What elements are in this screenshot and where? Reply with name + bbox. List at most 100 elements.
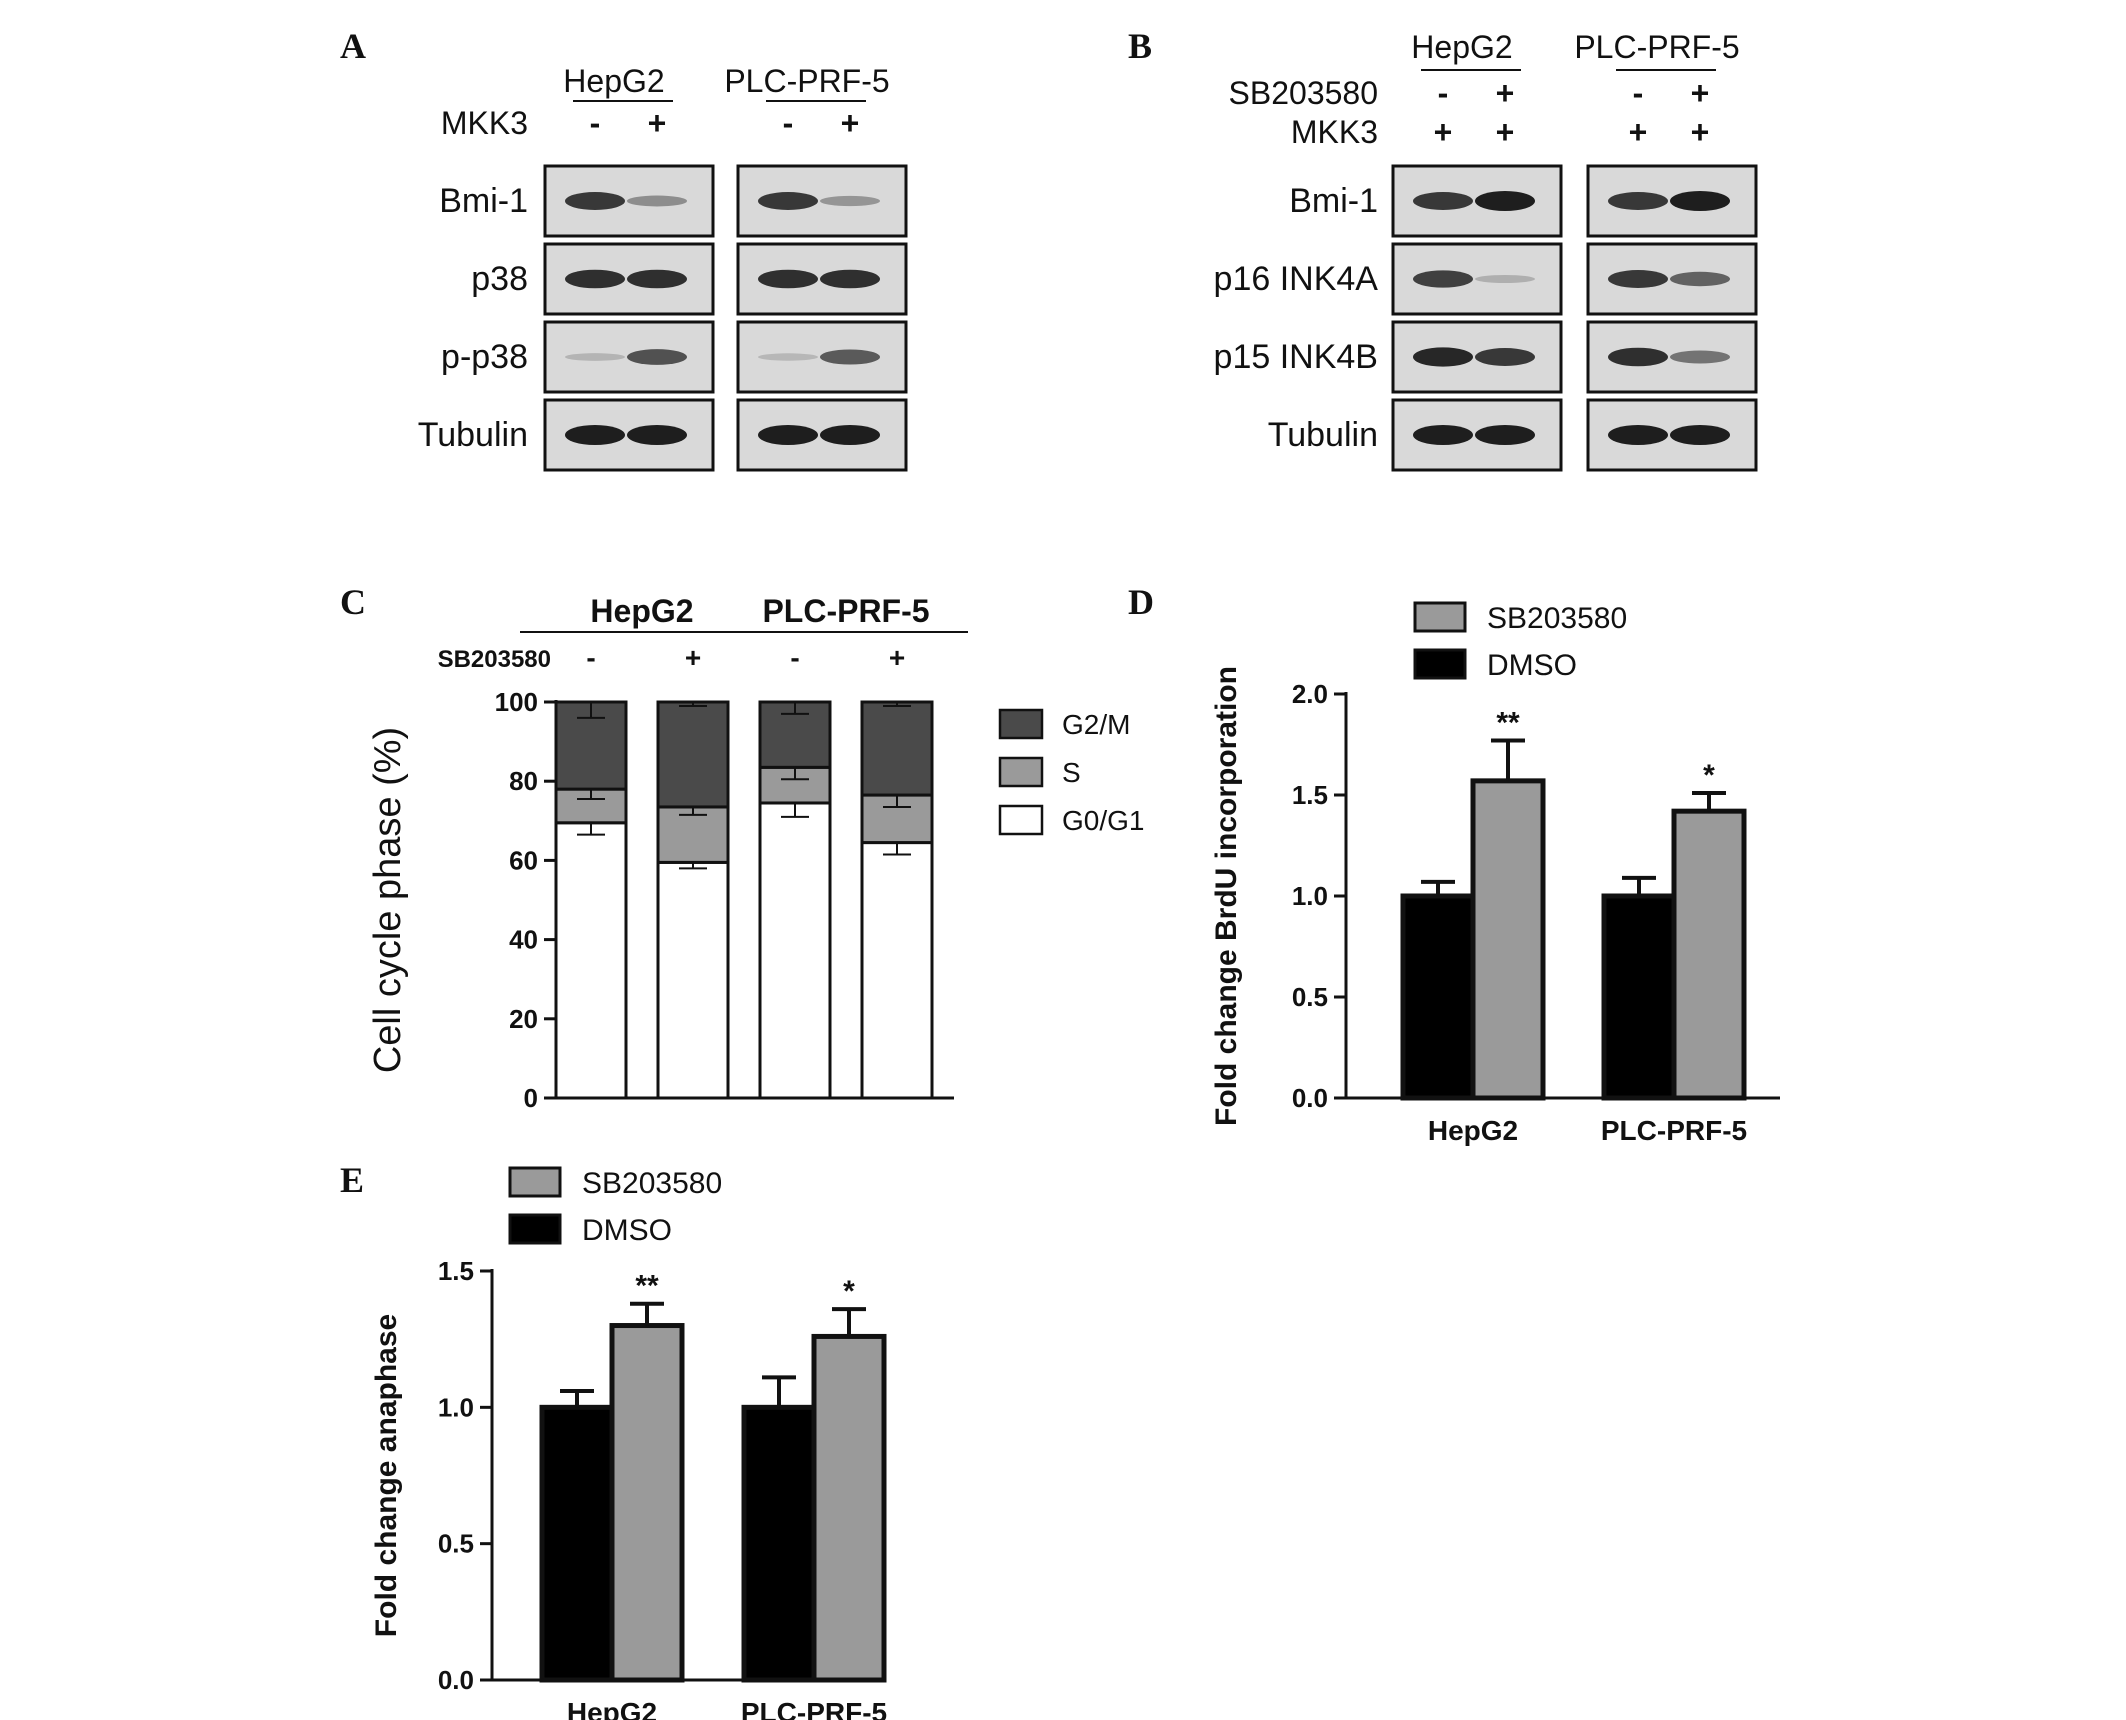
- panel-letter: B: [1128, 26, 1152, 66]
- protein-band: [565, 353, 625, 361]
- y-tick-label: 0: [524, 1083, 538, 1113]
- treatment-sign: +: [841, 105, 860, 141]
- group-label: HepG2: [590, 593, 693, 629]
- protein-band: [1670, 350, 1730, 364]
- legend-swatch: [998, 756, 1044, 788]
- protein-band: [758, 353, 818, 361]
- protein-label: p16 INK4A: [1214, 260, 1379, 298]
- bar: [1470, 778, 1546, 1101]
- group-label: PLC-PRF-5: [762, 593, 929, 629]
- protein-label: Bmi-1: [439, 182, 528, 220]
- protein-label: p15 INK4B: [1214, 338, 1378, 376]
- legend-label: SB203580: [582, 1167, 722, 1200]
- treatment-sign: +: [1629, 114, 1648, 150]
- treatment-label: MKK3: [441, 105, 528, 141]
- protein-band: [820, 425, 880, 445]
- bar: [539, 1404, 615, 1683]
- treatment-label: SB203580: [1229, 75, 1378, 111]
- protein-band: [1413, 270, 1473, 288]
- treatment-sign: +: [1434, 114, 1453, 150]
- cell-line-label: PLC-PRF-5: [1574, 29, 1739, 65]
- protein-label: Tubulin: [418, 416, 528, 454]
- bar: [741, 1404, 817, 1683]
- y-tick-label: 2.0: [1292, 679, 1328, 709]
- treatment-sign: -: [783, 105, 794, 141]
- y-tick-label: 100: [495, 687, 538, 717]
- y-tick-label: 0.0: [1292, 1083, 1328, 1113]
- bar: [1671, 808, 1747, 1101]
- treatment-sign: -: [1633, 75, 1644, 111]
- legend-label: G0/G1: [1062, 805, 1144, 836]
- protein-band: [627, 269, 687, 289]
- treatment-sign: +: [1496, 75, 1515, 111]
- protein-band: [820, 269, 880, 289]
- y-tick-label: 1.0: [1292, 881, 1328, 911]
- stacked-bar-segment: [656, 700, 730, 809]
- y-axis-label: Fold change BrdU incorporation: [1210, 666, 1243, 1126]
- cell-line-label: HepG2: [1411, 29, 1512, 65]
- stacked-bar-segment: [860, 841, 934, 1100]
- bar: [811, 1333, 887, 1683]
- protein-label: p38: [471, 260, 528, 298]
- panel-letter: A: [340, 26, 366, 66]
- protein-band: [758, 269, 818, 289]
- significance-marker: *: [1703, 759, 1715, 792]
- legend-label: SB203580: [1487, 602, 1627, 635]
- western-blot-panel-a: A HepG2 PLC-PRF-5 MKK3 - + - + Bmi-1 p38 p-p38 Tubu…: [340, 26, 908, 472]
- y-tick-label: 0.5: [1292, 982, 1328, 1012]
- legend-swatch: [508, 1213, 562, 1245]
- y-tick-label: 40: [509, 925, 538, 955]
- y-tick-label: 1.0: [438, 1392, 474, 1422]
- legend-swatch: [1413, 601, 1467, 633]
- y-axis-label: Cell cycle phase (%): [367, 727, 409, 1073]
- treatment-sign: +: [889, 642, 905, 673]
- treatment-sign: -: [1438, 75, 1449, 111]
- stacked-bar-segment: [758, 801, 832, 1100]
- y-tick-label: 0.0: [438, 1665, 474, 1695]
- bar: [1601, 893, 1677, 1101]
- protein-band: [565, 269, 625, 289]
- treatment-sign: -: [590, 105, 601, 141]
- x-tick-label: PLC-PRF-5: [741, 1697, 887, 1720]
- protein-band: [1413, 347, 1473, 367]
- treatment-sign: -: [586, 642, 595, 673]
- protein-band: [820, 349, 880, 365]
- y-tick-label: 0.5: [438, 1529, 474, 1559]
- protein-band: [758, 425, 818, 445]
- protein-band: [1413, 425, 1473, 445]
- protein-band: [1608, 425, 1668, 445]
- x-tick-label: HepG2: [567, 1697, 657, 1720]
- protein-band: [1413, 192, 1473, 210]
- protein-band: [1608, 270, 1668, 288]
- significance-marker: **: [635, 1270, 659, 1303]
- treatment-label: SB203580: [438, 646, 551, 673]
- legend-label: DMSO: [1487, 649, 1577, 682]
- cell-line-label: HepG2: [563, 63, 664, 99]
- significance-marker: *: [843, 1275, 855, 1308]
- protein-band: [1608, 192, 1668, 210]
- treatment-sign: +: [648, 105, 667, 141]
- x-tick-label: HepG2: [1428, 1115, 1518, 1146]
- protein-band: [627, 349, 687, 365]
- y-axis-label: Fold change anaphase: [370, 1314, 403, 1637]
- stacked-bar-segment: [656, 860, 730, 1100]
- protein-band: [1475, 348, 1535, 366]
- legend-swatch: [1413, 648, 1467, 680]
- protein-band: [820, 195, 880, 207]
- chart-panel-c: C Cell cycle phase (%) 0 20 40 60 80 100 HepG2 PL…: [340, 582, 1144, 1113]
- x-tick-label: PLC-PRF-5: [1601, 1115, 1747, 1146]
- protein-band: [565, 425, 625, 445]
- y-tick-label: 60: [509, 845, 538, 875]
- panel-letter: C: [340, 582, 366, 622]
- panel-letter: D: [1128, 582, 1154, 622]
- stacked-bar-segment: [656, 805, 730, 864]
- protein-band: [1670, 271, 1730, 287]
- bar: [609, 1323, 685, 1683]
- y-tick-label: 20: [509, 1004, 538, 1034]
- protein-band: [627, 195, 687, 207]
- chart-panel-d: D Fold change BrdU incorporation 0.0 0.5 1.0…: [1128, 582, 1780, 1146]
- protein-label: Tubulin: [1268, 416, 1378, 454]
